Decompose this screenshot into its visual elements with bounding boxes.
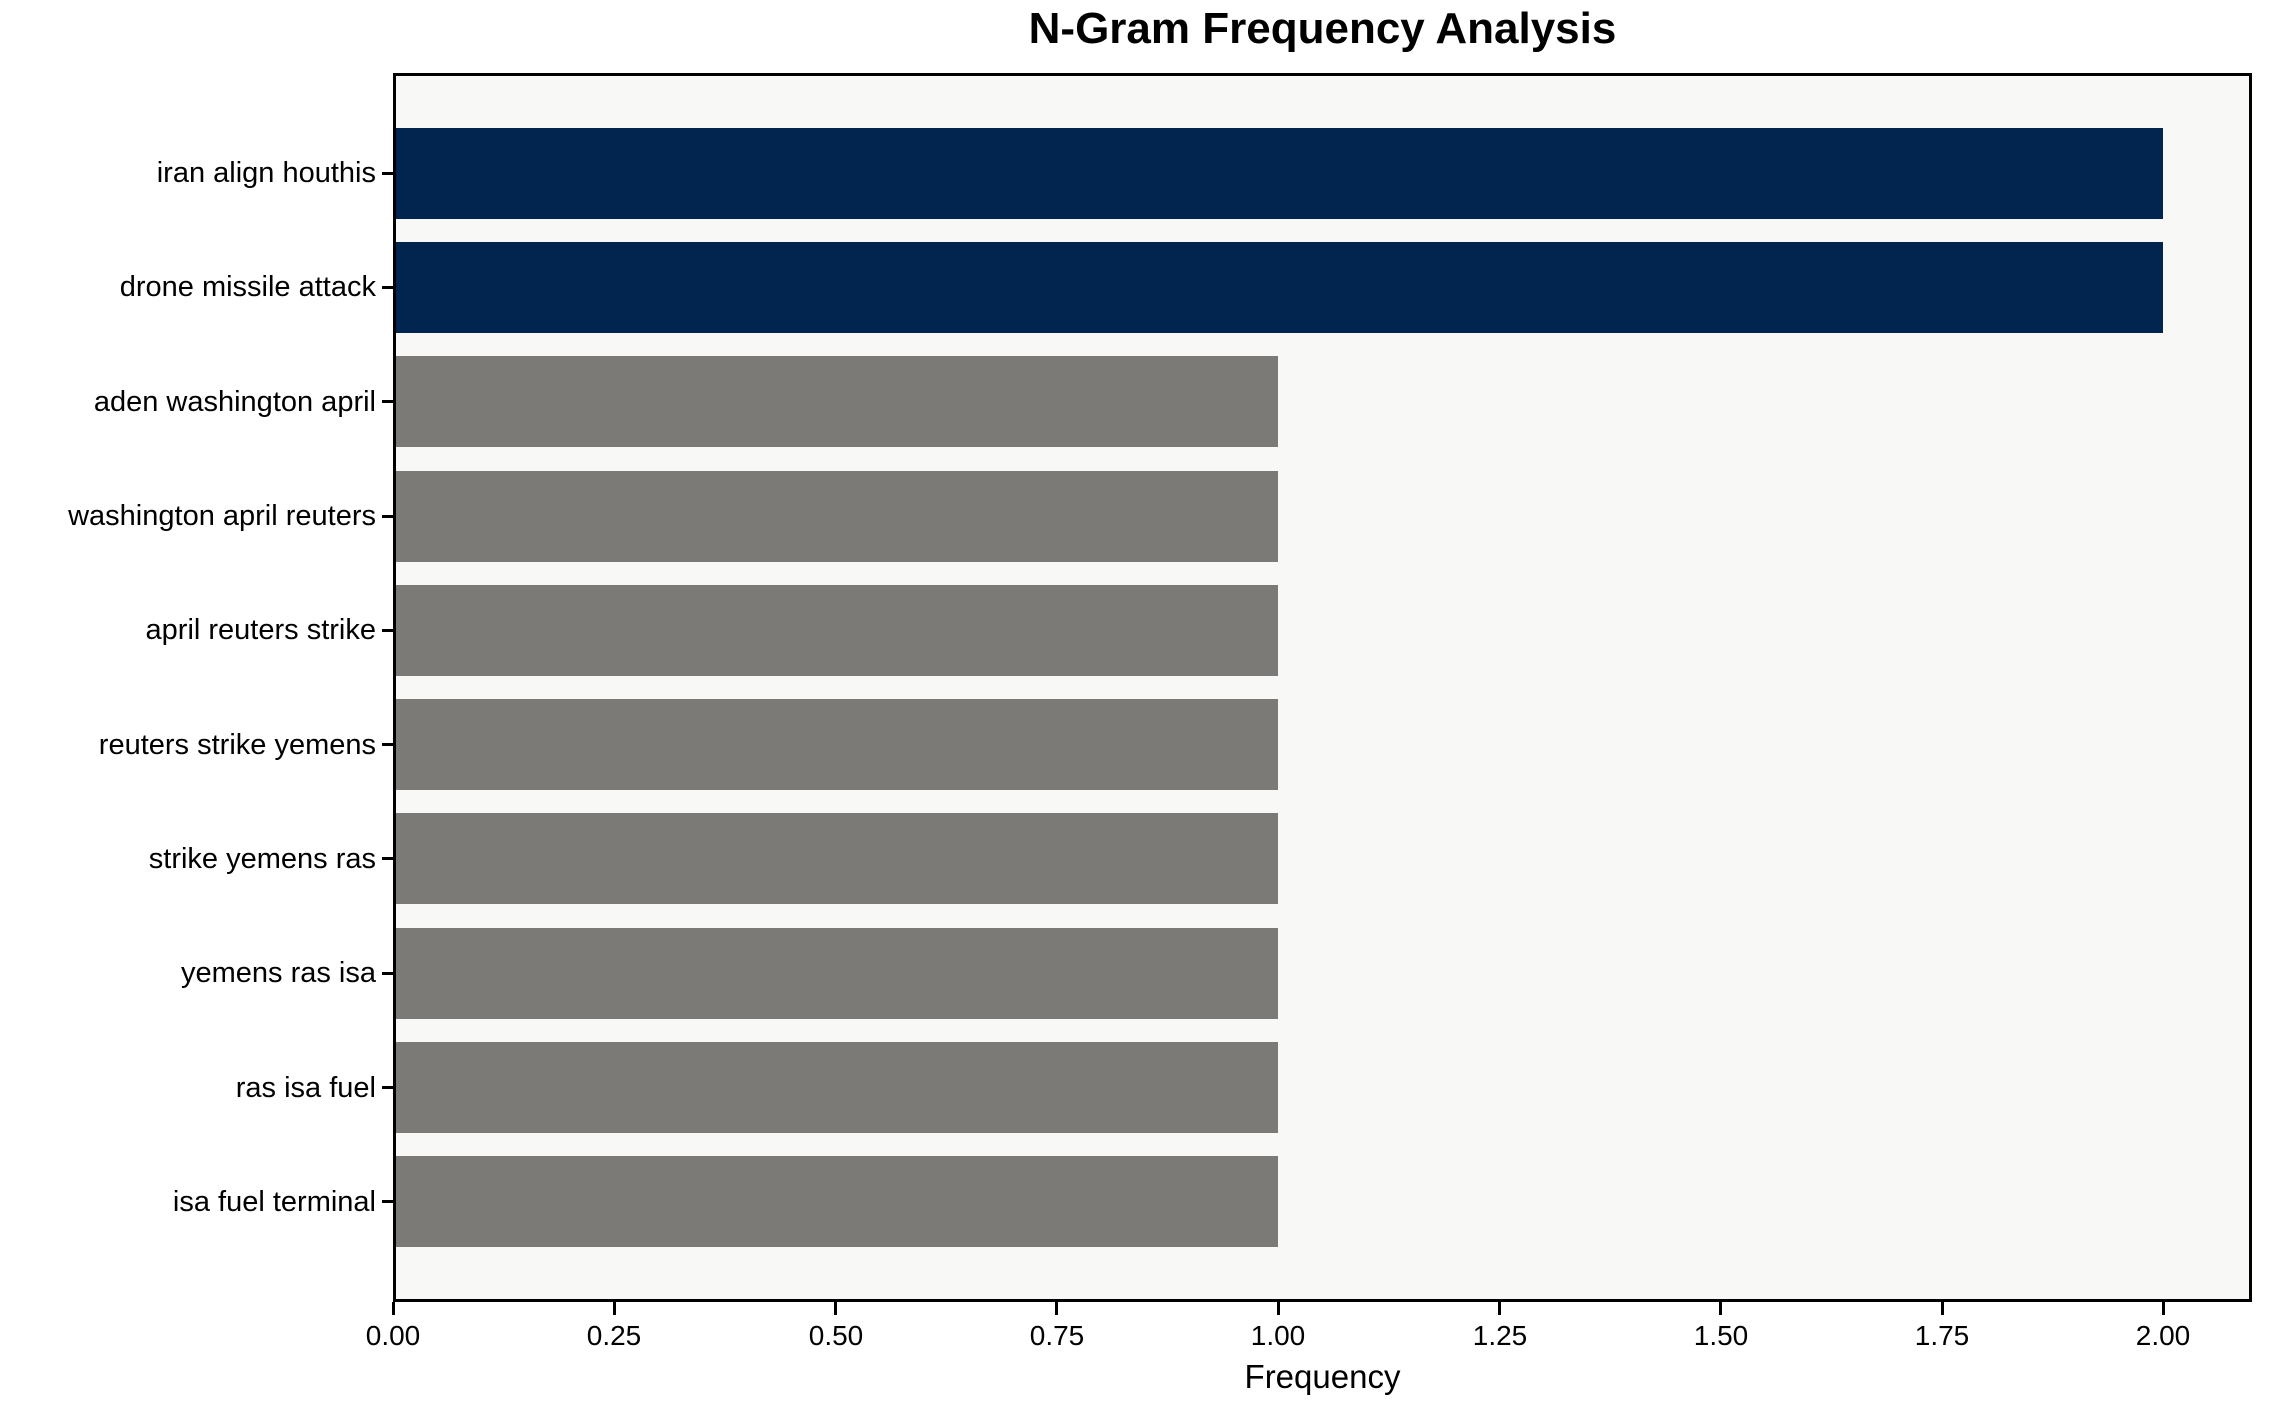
x-tick-label: 0.00 — [365, 1320, 421, 1351]
y-tick-mark — [382, 1086, 393, 1089]
x-tick-mark — [1941, 1302, 1944, 1315]
y-tick-label: isa fuel terminal — [172, 1186, 376, 1218]
y-tick-label: strike yemens ras — [148, 843, 376, 875]
y-tick-label: drone missile attack — [119, 271, 376, 303]
x-tick-label: 0.75 — [1029, 1320, 1085, 1351]
x-tick-mark — [613, 1302, 616, 1315]
bar-washington-april-reuters — [396, 471, 1278, 562]
x-tick-mark — [1498, 1302, 1501, 1315]
x-tick-mark — [834, 1302, 837, 1315]
x-tick-label: 0.50 — [808, 1320, 864, 1351]
x-axis-label: Frequency — [1244, 1358, 1401, 1395]
y-tick-mark — [382, 743, 393, 746]
x-tick-mark — [1719, 1302, 1722, 1315]
y-tick-label: aden washington april — [93, 386, 376, 418]
x-tick-mark — [1055, 1302, 1058, 1315]
chart-title: N-Gram Frequency Analysis — [1028, 4, 1617, 53]
bar-isa-fuel-terminal — [396, 1156, 1278, 1247]
x-tick-label: 0.25 — [586, 1320, 642, 1351]
x-axis: 0.00 0.25 0.50 0.75 1.00 1.25 1.50 1.75 2.00 — [366, 1302, 2252, 1414]
y-tick-mark — [382, 857, 393, 860]
x-tick-mark — [392, 1302, 395, 1315]
bar-drone-missile-attack — [396, 242, 2163, 333]
x-tick-mark — [1277, 1302, 1280, 1315]
bar-april-reuters-strike — [396, 585, 1278, 676]
x-tick-label: 1.25 — [1472, 1320, 1528, 1351]
y-tick-mark — [382, 172, 393, 175]
y-tick-mark — [382, 1200, 393, 1203]
bar-iran-align-houthis — [396, 128, 2163, 219]
y-tick-label: reuters strike yemens — [98, 729, 376, 761]
x-tick-label: 1.50 — [1693, 1320, 1749, 1351]
y-tick-label: ras isa fuel — [235, 1072, 376, 1104]
bar-strike-yemens-ras — [396, 813, 1278, 904]
bar-reuters-strike-yemens — [396, 699, 1278, 790]
x-tick-label: 1.00 — [1250, 1320, 1306, 1351]
plot-area — [393, 73, 2252, 1302]
bar-yemens-ras-isa — [396, 928, 1278, 1019]
y-tick-mark — [382, 972, 393, 975]
y-tick-mark — [382, 629, 393, 632]
y-tick-label: washington april reuters — [68, 500, 376, 532]
y-tick-label: april reuters strike — [145, 614, 376, 646]
x-tick-label: 1.75 — [1914, 1320, 1970, 1351]
y-tick-label: iran align houthis — [156, 157, 376, 189]
y-tick-mark — [382, 515, 393, 518]
y-tick-mark — [382, 400, 393, 403]
y-axis: iran align houthis drone missile attack ad… — [0, 73, 393, 1302]
bar-ras-isa-fuel — [396, 1042, 1278, 1133]
x-tick-mark — [2162, 1302, 2165, 1315]
bar-aden-washington-april — [396, 356, 1278, 447]
y-tick-label: yemens ras isa — [180, 957, 376, 989]
x-tick-label: 2.00 — [2135, 1320, 2191, 1351]
y-tick-mark — [382, 286, 393, 289]
